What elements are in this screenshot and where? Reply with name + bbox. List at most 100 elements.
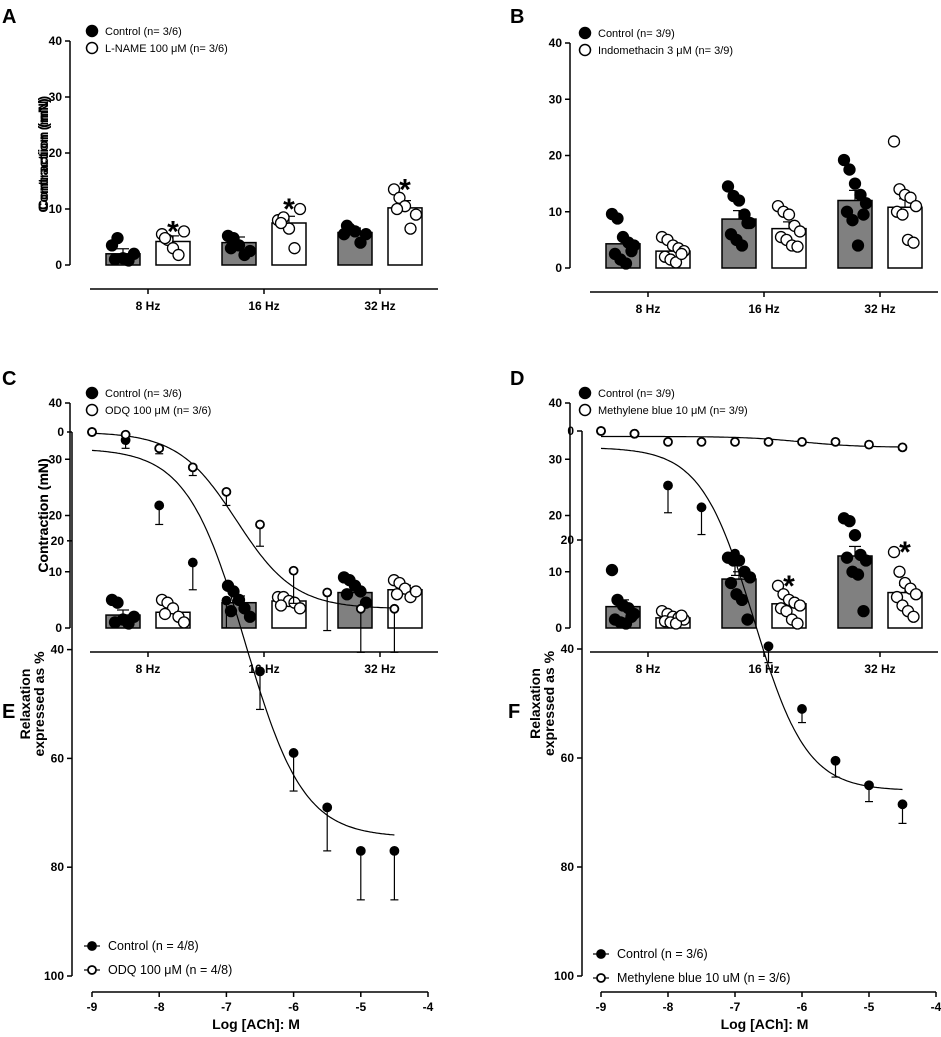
y-tick-label: 100 (44, 969, 64, 983)
data-point (111, 596, 124, 609)
data-point (409, 208, 423, 221)
panel-b: B 0 10 20 30 40 Contraction (mN) 8 Hz 16 Hz 32 Hz… (35, 6, 938, 316)
data-point (187, 557, 198, 568)
data-point (111, 231, 124, 245)
data-point (158, 607, 172, 621)
data-point (177, 616, 191, 629)
y-tick-label: 30 (549, 452, 563, 466)
y-axis-title: Relaxation (17, 669, 33, 740)
data-point (721, 180, 735, 193)
significance-marker: * (899, 536, 911, 569)
data-point (340, 588, 354, 601)
data-point (221, 595, 232, 606)
x-axis-title: Log [ACh]: M (212, 1016, 300, 1032)
legend-label: Control (n= 3/6) (105, 388, 182, 400)
y-tick-label: 0 (55, 621, 62, 635)
data-point (793, 599, 807, 612)
significance-marker: * (399, 173, 411, 206)
data-point (354, 236, 367, 249)
x-tick-label: -9 (596, 1000, 607, 1014)
y-axis-title: Contraction (mN) (35, 98, 51, 212)
data-point (791, 240, 804, 253)
data-point (243, 244, 257, 258)
data-point (274, 216, 288, 230)
panel-d: D 0 10 20 30 40 Contraction (mN) 8 Hz 16 Hz 32 Hz… (35, 368, 938, 676)
x-tick-label: 8 Hz (136, 662, 161, 676)
x-tick-label: 32 Hz (864, 662, 895, 676)
legend-label: Control (n= 3/9) (598, 28, 675, 40)
data-point (887, 545, 901, 559)
y-tick-label: 20 (49, 509, 63, 523)
data-point (243, 610, 257, 623)
y-axis-title: Contraction (mN) (35, 458, 51, 572)
data-point (859, 197, 873, 210)
legend-label: ODQ 100 μM (n = 4/8) (108, 963, 232, 977)
data-point (108, 616, 122, 629)
data-point (897, 799, 908, 810)
data-point (797, 436, 807, 447)
data-point (274, 599, 288, 612)
data-point (732, 194, 746, 207)
data-point (389, 603, 400, 614)
data-point (322, 587, 333, 598)
significance-marker: * (167, 215, 179, 248)
data-point (619, 257, 633, 270)
x-tick-label: -4 (931, 1000, 941, 1014)
y-tick-label: 20 (51, 534, 65, 548)
data-point (771, 579, 785, 592)
y-tick-label: 100 (554, 969, 574, 983)
x-tick-label: -7 (730, 1000, 741, 1014)
y-tick-label: 20 (49, 146, 63, 160)
panel-a: A 0 10 20 30 40 Contraction (mN) 8 Hz 16 Hz 32 Hz… (2, 6, 438, 313)
legend-open-marker (87, 965, 97, 975)
data-point (763, 436, 774, 447)
x-tick-label: 8 Hz (636, 302, 661, 316)
data-point (893, 565, 906, 578)
data-point (730, 436, 740, 447)
data-point (730, 548, 740, 559)
data-point (409, 585, 423, 598)
y-tick-label: 40 (549, 396, 563, 410)
data-point (238, 602, 251, 615)
y-tick-label: 80 (51, 860, 65, 874)
data-point (741, 613, 754, 626)
fit-curve (91, 432, 395, 609)
data-point (293, 202, 307, 216)
data-point (154, 443, 165, 454)
x-tick-label: -4 (423, 1000, 434, 1014)
y-tick-label: 0 (55, 258, 62, 272)
x-tick-label: -8 (154, 1000, 165, 1014)
data-point (887, 135, 901, 148)
data-point (735, 239, 749, 252)
y-tick-label: 30 (49, 452, 63, 466)
data-point (625, 610, 638, 623)
data-point (741, 216, 754, 230)
x-tick-label: -6 (288, 1000, 299, 1014)
legend-filled-marker (85, 386, 99, 400)
y-tick-label: 10 (549, 565, 563, 579)
data-point (909, 588, 923, 601)
data-point (897, 442, 908, 453)
data-point (675, 609, 688, 622)
data-point (625, 244, 638, 258)
data-point (793, 225, 807, 238)
data-point (840, 205, 854, 218)
y-tick-label: 0 (567, 424, 574, 438)
data-point (763, 641, 774, 652)
legend-filled-marker (596, 949, 606, 959)
legend-label: Methylene blue 10 μM (n= 3/9) (598, 405, 748, 417)
data-point (629, 428, 640, 439)
y-tick-label: 20 (549, 509, 563, 523)
data-point (596, 426, 606, 436)
data-point (127, 610, 141, 623)
data-point (909, 199, 923, 213)
data-point (843, 514, 856, 528)
data-point (797, 704, 807, 714)
panel-letter: F (508, 701, 520, 723)
data-point (255, 666, 265, 677)
data-point (890, 590, 904, 604)
y-tick-label: 10 (549, 205, 563, 219)
data-point (851, 568, 865, 581)
data-point (735, 593, 749, 607)
data-point (848, 177, 862, 190)
